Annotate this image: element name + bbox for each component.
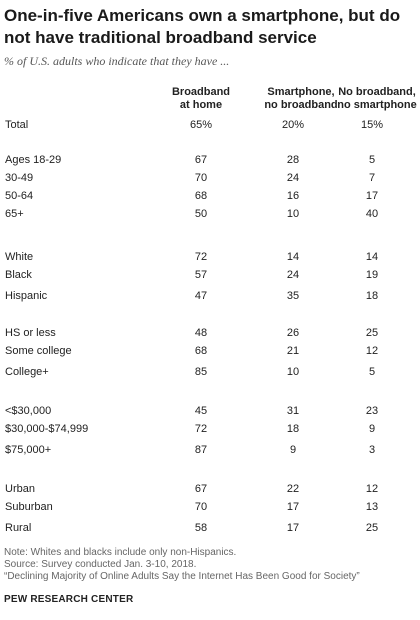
chart-title: One-in-five Americans own a smartphone, … bbox=[4, 6, 401, 47]
table-cell: 31 bbox=[286, 405, 300, 417]
table-cell: 7 bbox=[368, 172, 376, 184]
report-title-text: “Declining Majority of Online Adults Say… bbox=[4, 571, 360, 582]
table-cell: 40 bbox=[365, 208, 379, 220]
table-row: <$30,000 45 31 23 bbox=[0, 402, 420, 420]
table-row: Hispanic 47 35 18 bbox=[0, 287, 420, 305]
table-cell: 72 bbox=[194, 423, 208, 435]
table-cell: 17 bbox=[286, 501, 300, 513]
table-cell: 12 bbox=[365, 483, 379, 495]
row-label: Black bbox=[5, 269, 32, 281]
table-cell: 13 bbox=[365, 501, 379, 513]
table-row: Total 65% 20% 15% bbox=[0, 116, 420, 134]
table-row: 50-64 68 16 17 bbox=[0, 187, 420, 205]
table-row: 30-49 70 24 7 bbox=[0, 169, 420, 187]
table-cell: 70 bbox=[194, 172, 208, 184]
table-cell: 67 bbox=[194, 483, 208, 495]
column-headers: Broadband at home Smartphone, no broadba… bbox=[0, 86, 420, 116]
table-row: White 72 14 14 bbox=[0, 248, 420, 266]
table-cell: 17 bbox=[365, 190, 379, 202]
table-cell: 9 bbox=[289, 444, 297, 456]
table-cell: 35 bbox=[286, 290, 300, 302]
table-cell: 28 bbox=[286, 154, 300, 166]
table-cell: 10 bbox=[286, 208, 300, 220]
table-cell: 22 bbox=[286, 483, 300, 495]
table-cell: 23 bbox=[365, 405, 379, 417]
table-cell: 12 bbox=[365, 345, 379, 357]
row-label: 30-49 bbox=[5, 172, 34, 184]
note-text: Note: Whites and blacks include only non… bbox=[4, 547, 237, 558]
column-header-no-broadband-no-smartphone: No broadband, no smartphone bbox=[337, 86, 417, 111]
table-row: 65+ 50 10 40 bbox=[0, 205, 420, 223]
table-cell: 24 bbox=[286, 172, 300, 184]
table-cell: 16 bbox=[286, 190, 300, 202]
table-cell: 45 bbox=[194, 405, 208, 417]
row-label: $75,000+ bbox=[5, 444, 52, 456]
table-cell: 87 bbox=[194, 444, 208, 456]
table-cell: 72 bbox=[194, 251, 208, 263]
table-cell: 68 bbox=[194, 345, 208, 357]
table-cell: 25 bbox=[365, 522, 379, 534]
table-cell: 14 bbox=[286, 251, 300, 263]
table-cell: 20% bbox=[281, 119, 305, 131]
table-row: Suburban 70 17 13 bbox=[0, 498, 420, 516]
table-row: Ages 18-29 67 28 5 bbox=[0, 151, 420, 169]
table-cell: 50 bbox=[194, 208, 208, 220]
row-label: Some college bbox=[5, 345, 72, 357]
table-cell: 67 bbox=[194, 154, 208, 166]
table-row: Rural 58 17 25 bbox=[0, 519, 420, 537]
table-cell: 10 bbox=[286, 366, 300, 378]
table-row: Black 57 24 19 bbox=[0, 266, 420, 284]
row-label: $30,000-$74,999 bbox=[5, 423, 89, 435]
row-label: Urban bbox=[5, 483, 35, 495]
table-cell: 18 bbox=[365, 290, 379, 302]
column-header-broadband: Broadband at home bbox=[171, 86, 231, 111]
row-label: 65+ bbox=[5, 208, 24, 220]
table-row: HS or less 48 26 25 bbox=[0, 324, 420, 342]
table-cell: 15% bbox=[360, 119, 384, 131]
table-row: $30,000-$74,999 72 18 9 bbox=[0, 420, 420, 438]
table-cell: 85 bbox=[194, 366, 208, 378]
table-cell: 9 bbox=[368, 423, 376, 435]
row-label: Suburban bbox=[5, 501, 53, 513]
brand-name: PEW RESEARCH CENTER bbox=[4, 594, 134, 605]
row-label: <$30,000 bbox=[5, 405, 52, 417]
row-label: Hispanic bbox=[5, 290, 48, 302]
row-label: 50-64 bbox=[5, 190, 34, 202]
table-cell: 47 bbox=[194, 290, 208, 302]
row-label: White bbox=[5, 251, 34, 263]
source-text: Source: Survey conducted Jan. 3-10, 2018… bbox=[4, 559, 197, 570]
row-label: HS or less bbox=[5, 327, 56, 339]
chart-subtitle: % of U.S. adults who indicate that they … bbox=[4, 54, 230, 68]
table-cell: 48 bbox=[194, 327, 208, 339]
table-cell: 25 bbox=[365, 327, 379, 339]
table-row: Urban 67 22 12 bbox=[0, 480, 420, 498]
table-row: Some college 68 21 12 bbox=[0, 342, 420, 360]
row-label: Rural bbox=[5, 522, 32, 534]
table-cell: 26 bbox=[286, 327, 300, 339]
table-cell: 24 bbox=[286, 269, 300, 281]
table-row: $75,000+ 87 9 3 bbox=[0, 441, 420, 459]
table-row: College+ 85 10 5 bbox=[0, 363, 420, 381]
table-cell: 58 bbox=[194, 522, 208, 534]
table-cell: 14 bbox=[365, 251, 379, 263]
table-cell: 3 bbox=[368, 444, 376, 456]
table-cell: 68 bbox=[194, 190, 208, 202]
table-cell: 17 bbox=[286, 522, 300, 534]
table-cell: 5 bbox=[368, 154, 376, 166]
row-label: Ages 18-29 bbox=[5, 154, 62, 166]
row-label: Total bbox=[5, 119, 29, 131]
table-cell: 19 bbox=[365, 269, 379, 281]
table-cell: 57 bbox=[194, 269, 208, 281]
row-label: College+ bbox=[5, 366, 49, 378]
table-cell: 21 bbox=[286, 345, 300, 357]
table-cell: 5 bbox=[368, 366, 376, 378]
column-header-smartphone-no-broadband: Smartphone, no broadband bbox=[264, 86, 338, 111]
table-cell: 70 bbox=[194, 501, 208, 513]
table-cell: 65% bbox=[189, 119, 213, 131]
table-cell: 18 bbox=[286, 423, 300, 435]
